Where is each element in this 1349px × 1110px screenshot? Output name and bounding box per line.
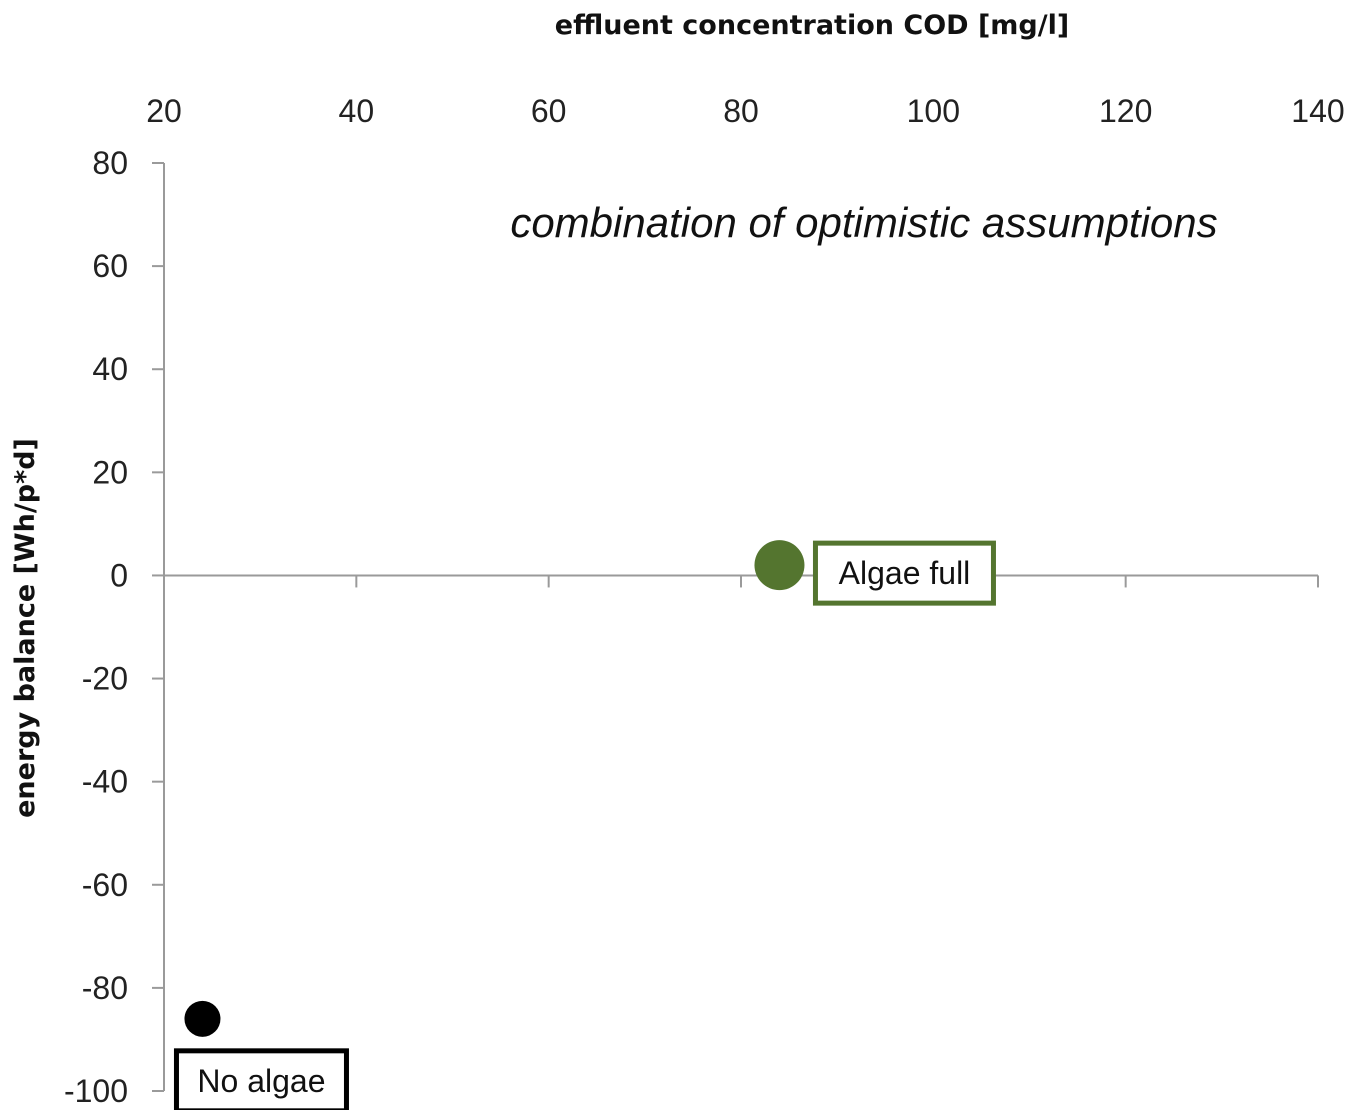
x-tick-label: 100 [907, 93, 960, 129]
y-tick-label: -20 [82, 661, 128, 697]
x-tick-label: 80 [723, 93, 759, 129]
y-tick-label: 80 [92, 145, 128, 181]
data-label: Algae full [839, 555, 971, 591]
y-tick-label: 20 [92, 454, 128, 490]
x-tick-label: 140 [1291, 93, 1344, 129]
y-tick-label: -60 [82, 867, 128, 903]
y-tick-label: 0 [110, 557, 128, 593]
data-label: No algae [197, 1063, 325, 1099]
x-tick-label: 60 [531, 93, 567, 129]
axes: 80 60 40 20 0 -20 -40 -60 -80 -100 20 40 60 80 100 120 1… [64, 93, 1345, 1109]
y-axis-title: energy balance [Wh/p*d] [10, 438, 41, 818]
data-label-box [173, 1048, 349, 1110]
x-tick-label: 40 [339, 93, 375, 129]
chart-title: combination of optimistic assumptions [510, 199, 1217, 246]
data-point [754, 540, 805, 591]
y-tick-label: -40 [82, 764, 128, 800]
y-tick-label: 60 [92, 248, 128, 284]
data-points: No algae Algae full [173, 540, 996, 1110]
x-tick-label: 20 [146, 93, 182, 129]
data-point [184, 1000, 221, 1037]
data-label-box [812, 540, 996, 606]
x-tick-label: 120 [1099, 93, 1152, 129]
y-tick-label: -80 [82, 970, 128, 1006]
y-tick-label: -100 [64, 1073, 128, 1109]
y-tick-label: 40 [92, 351, 128, 387]
x-axis-title: effluent concentration COD [mg/l] [555, 10, 1069, 41]
